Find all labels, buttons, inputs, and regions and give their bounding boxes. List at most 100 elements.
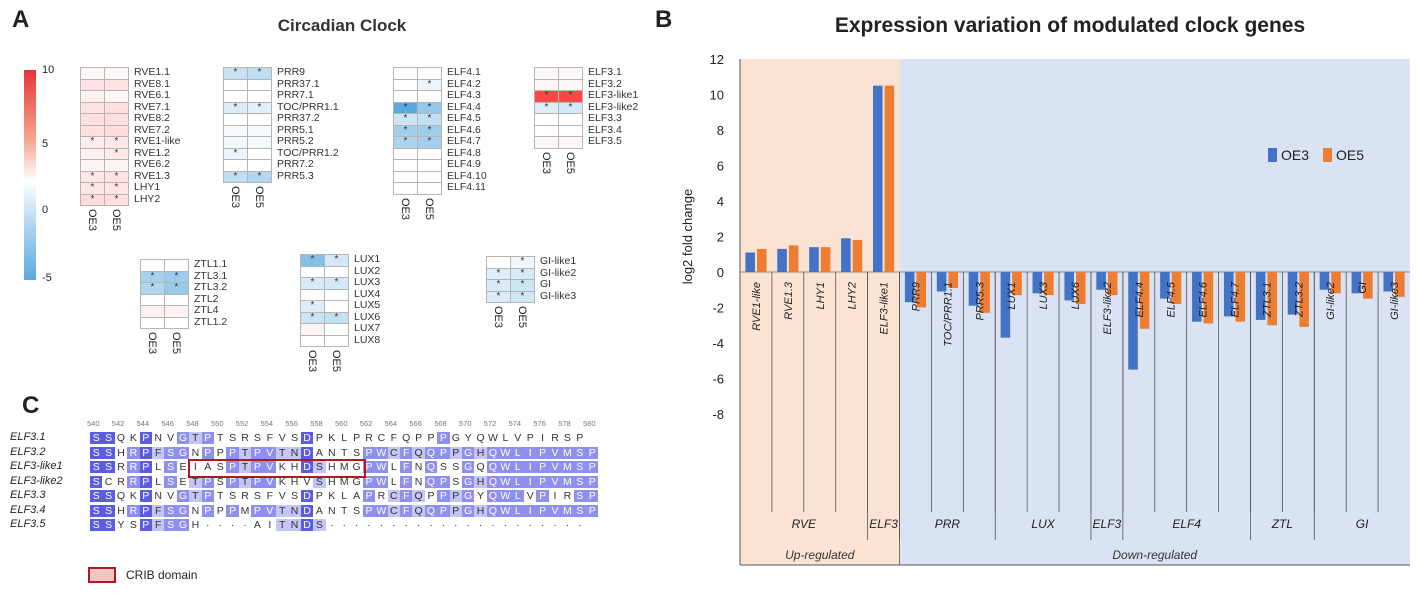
alignment-residue: C (104, 475, 113, 488)
alignment-residue: P (437, 490, 450, 502)
alignment-residue: S (253, 490, 261, 502)
bar-oe5 (852, 240, 863, 272)
alignment-residue: I (553, 490, 557, 502)
bar-oe5 (1012, 272, 1022, 296)
heatmap-gene-label: RVE7.2 (134, 123, 170, 136)
y-axis-label: log2 fold change (680, 189, 695, 284)
heatmap-title: Circadian Clock (277, 16, 407, 35)
alignment-residue: · (330, 519, 334, 531)
bar-oe3 (1287, 272, 1298, 315)
alignment-residue: Q (486, 504, 500, 517)
category-label: ELF3-like1 (879, 282, 891, 335)
alignment-residue: R (117, 475, 125, 488)
alignment-residue: F (390, 432, 397, 444)
category-label: GI (1357, 282, 1369, 294)
alignment-residue: Q (486, 475, 500, 488)
heatmap-gene-label: ELF3-like2 (588, 100, 639, 113)
alignment-residue: S (164, 475, 177, 488)
alignment-residue: G (176, 432, 190, 444)
alignment-residue: M (561, 461, 574, 473)
alignment-residue: R (127, 504, 140, 517)
alignment-residue: Q (412, 446, 425, 459)
heatmap-gene-label: ELF4.10 (447, 169, 487, 182)
alignment-residue: L (511, 461, 524, 473)
alignment-residue: W (375, 504, 388, 517)
alignment-residue: P (201, 475, 214, 488)
alignment-residue: S (102, 504, 115, 517)
alignment-residue: G (451, 432, 460, 444)
alignment-residue: F (152, 446, 165, 459)
alignment-residue: P (216, 446, 224, 459)
bar-oe3 (1064, 272, 1074, 301)
alignment-residue: S (452, 475, 460, 488)
alignment-residue: G (462, 446, 475, 459)
category-label: LUX3 (1038, 281, 1050, 309)
alignment-residue: V (514, 432, 522, 444)
alignment-sequence-name: ELF3.3 (10, 489, 46, 501)
alignment-residue: W (375, 461, 388, 473)
alignment-residue: P (251, 461, 264, 473)
alignment-residue: P (201, 504, 214, 517)
alignment-residue: G (462, 504, 475, 517)
y-tick-label: 8 (717, 123, 724, 138)
bar-oe3 (809, 247, 819, 272)
y-tick-label: 10 (710, 88, 724, 103)
alignment-residue: R (127, 475, 140, 488)
alignment-residue: V (526, 490, 534, 502)
alignment-residue: L (341, 490, 348, 502)
alignment-residue: V (548, 504, 562, 517)
alignment-residue: W (499, 475, 512, 488)
alignment-ruler-tick: 550 (211, 419, 224, 428)
alignment-residue: P (586, 461, 599, 473)
alignment-residue: S (102, 519, 115, 531)
alignment-residue: L (155, 461, 162, 473)
group-label: ELF3 (869, 517, 898, 531)
alignment-residue: P (415, 432, 423, 444)
alignment-residue: · (540, 519, 545, 531)
alignment-ruler-tick: 546 (161, 419, 174, 428)
alignment-residue: Q (116, 490, 126, 502)
heatmap-gene-label: GI-like3 (540, 289, 577, 302)
y-tick-label: 12 (710, 52, 724, 67)
alignment-residue: T (340, 504, 348, 517)
alignment-residue: A (253, 519, 261, 531)
alignment-residue: H (327, 475, 336, 488)
heatmap-cell: * (247, 170, 272, 183)
alignment-residue: S (291, 432, 299, 444)
alignment-residue: Q (116, 432, 126, 444)
panel-c-letter: C (22, 392, 40, 419)
heatmap-gene-label: LHY1 (134, 181, 161, 193)
heatmap-gene-label: GI (540, 278, 552, 290)
heatmap-gene-label: RVE8.2 (134, 112, 170, 124)
alignment-residue: N (327, 446, 336, 459)
alignment-residue: P (362, 461, 376, 473)
alignment-residue: P (139, 446, 152, 459)
alignment-ruler-tick: 552 (235, 419, 249, 428)
alignment-residue: G (352, 461, 361, 473)
alignment-residue: Q (412, 504, 425, 517)
region-background (740, 59, 900, 565)
alignment-residue: G (352, 475, 361, 488)
alignment-residue: F (400, 461, 413, 473)
bar-oe3 (873, 85, 883, 272)
alignment-residue: R (377, 490, 386, 502)
alignment-residue: W (499, 446, 512, 459)
alignment-residue: · (454, 519, 458, 531)
category-label: PRR5.3 (974, 281, 986, 320)
alignment-residue: W (499, 461, 512, 473)
heatmap-gene-label: LUX6 (354, 310, 381, 323)
heatmap-cell: * (510, 290, 535, 303)
alignment-residue: F (152, 519, 165, 531)
heatmap-gene-label: ELF4.1 (447, 66, 481, 78)
category-label: PRR9 (910, 282, 922, 311)
legend-swatch (1268, 148, 1277, 162)
bar-oe3 (1000, 272, 1011, 338)
alignment-ruler-tick: 544 (136, 419, 150, 428)
crib-legend-label: CRIB domain (126, 568, 198, 582)
alignment-residue: F (400, 475, 413, 488)
heatmap-gene-label: PRR37.1 (277, 77, 320, 90)
alignment-residue: S (164, 519, 177, 531)
alignment-residue: · (478, 519, 483, 531)
colorbar-tick: -5 (42, 272, 52, 284)
alignment-residue: · (429, 519, 433, 531)
